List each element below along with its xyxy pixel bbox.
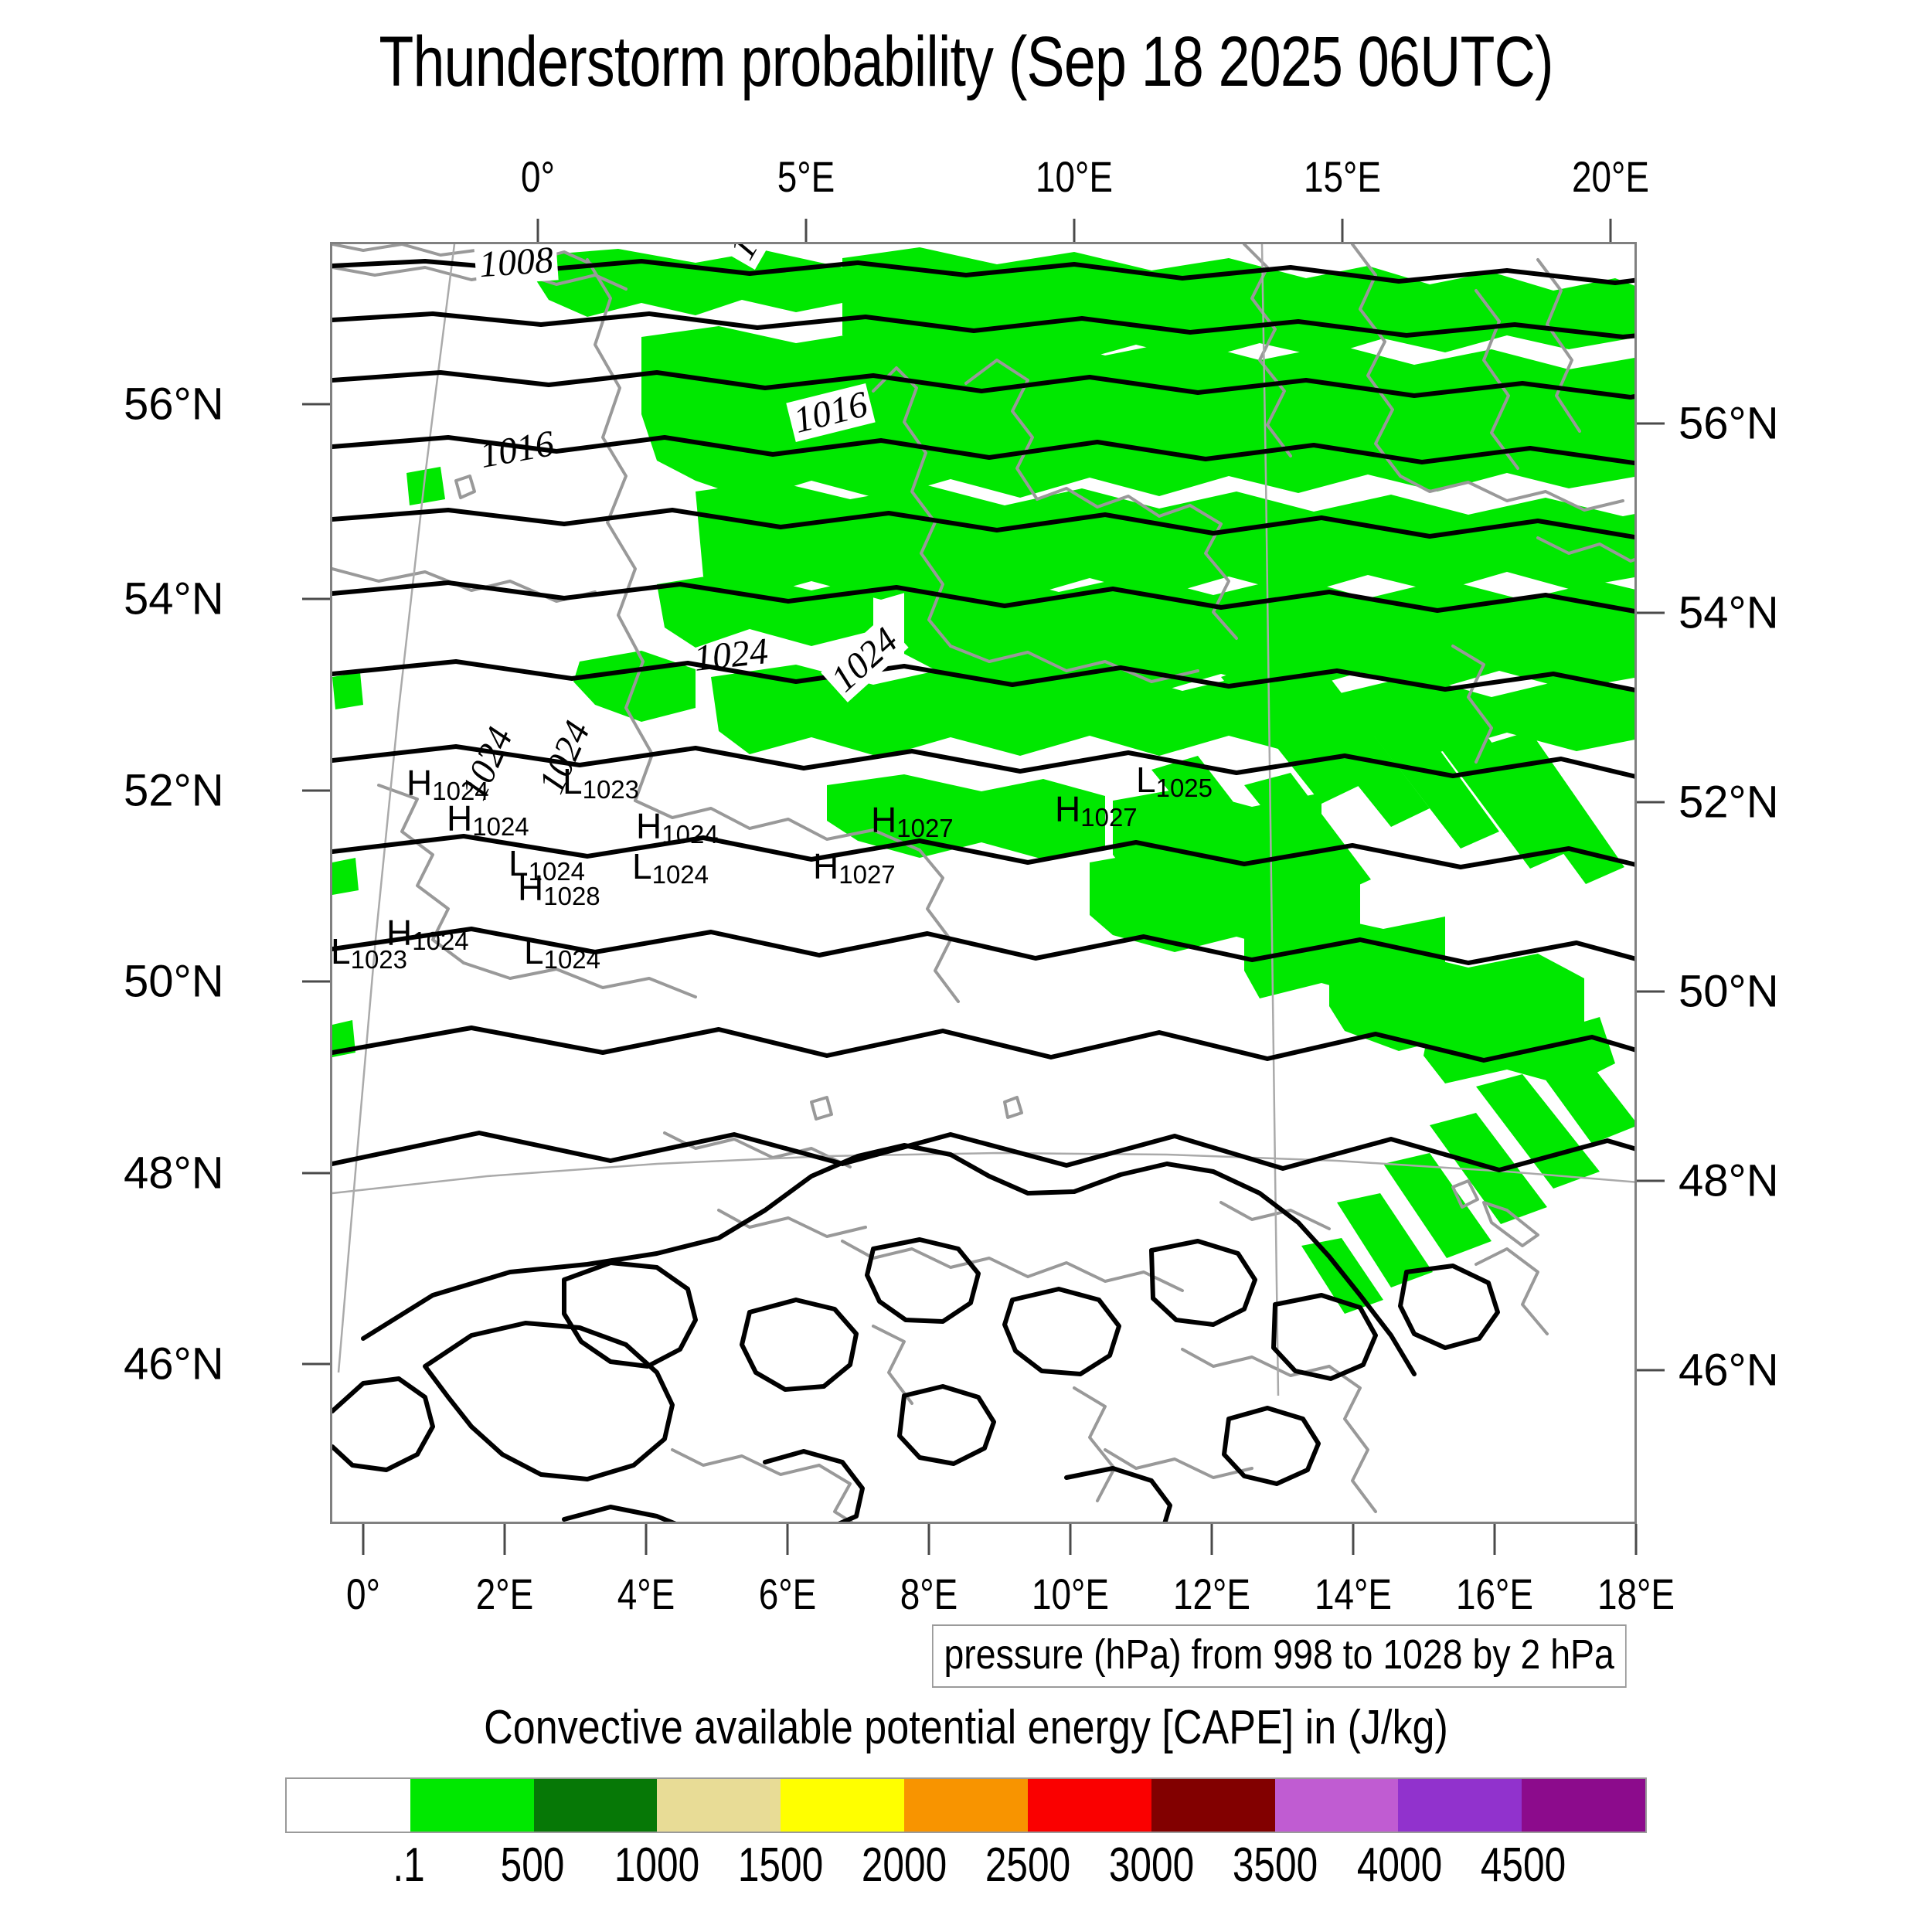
right-axis-tick-label: 52°N [1679,777,1779,828]
colorbar-cell[interactable] [657,1779,781,1832]
colorbar-cell[interactable] [1151,1779,1275,1832]
pressure-center-type: H [636,806,662,846]
bottom-axis-tick-label: 18°E [1597,1570,1675,1618]
left-axis-tick-label: 48°N [124,1148,224,1199]
colorbar-cell[interactable] [1522,1779,1645,1832]
right-axis-tick-label: 48°N [1679,1155,1779,1206]
colorbar[interactable]: .1 500 1000 1500 2000 2500 3000 3500 4000 4500 [285,1777,1647,1892]
pressure-center-label: L1023 [563,764,639,802]
pressure-center-label: H1027 [1055,791,1138,830]
pressure-center-value: 1023 [582,775,640,804]
bottom-axis-tick-label: 8°E [900,1570,958,1618]
colorbar-cell[interactable] [781,1779,905,1832]
pressure-center-label: H1024 [406,765,489,804]
top-axis-tick-label: 20°E [1571,152,1650,201]
pressure-center-type: L [524,931,544,971]
pressure-center-label: H1024 [636,808,719,847]
colorbar-tick-label: 2500 [985,1838,1071,1892]
pressure-center-value: 1024 [662,820,719,849]
colorbar-tick-label: 4500 [1480,1838,1566,1892]
colorbar-cell[interactable] [1274,1779,1399,1832]
pressure-center-type: H [518,868,544,908]
pressure-center-value: 1024 [412,927,469,955]
right-axis-tick-label: 56°N [1679,398,1779,449]
colorbar-strip[interactable] [285,1777,1647,1833]
bottom-axis-tick-label: 16°E [1455,1570,1534,1618]
colorbar-tick-label: 1000 [614,1838,699,1892]
pressure-center-label: L1024 [509,845,585,884]
colorbar-cell[interactable] [1027,1779,1151,1832]
right-axis-tick-label: 50°N [1679,966,1779,1017]
colorbar-cell[interactable] [410,1779,534,1832]
top-axis-tick-label: 10°E [1035,152,1114,201]
pressure-center-value: 1024 [472,812,529,841]
pressure-center-label: L1024 [632,849,709,887]
pressure-center-label: H1024 [386,915,469,954]
pressure-note: pressure (hPa) from 998 to 1028 by 2 hPa [932,1624,1627,1688]
left-axis-tick-label: 56°N [124,379,224,430]
page-title: Thunderstorm probability (Sep 18 2025 06… [379,22,1553,101]
pressure-center-type: L [632,846,652,886]
pressure-center-type: L [331,931,351,971]
pressure-center-type: H [386,913,413,953]
pressure-center-value: 1023 [350,945,408,974]
pressure-center-type: H [871,800,897,840]
colorbar-tick-label: 2000 [861,1838,947,1892]
bottom-axis-tick-label: 14°E [1314,1570,1393,1618]
pressure-center-value: 1027 [896,814,954,842]
right-axis-tick-label: 46°N [1679,1345,1779,1396]
pressure-center-label: H1027 [813,849,896,887]
pressure-center-value: 1024 [528,857,586,886]
bottom-axis-tick-label: 0° [346,1570,380,1618]
bottom-axis-tick-label: 12°E [1172,1570,1251,1618]
colorbar-cell[interactable] [1398,1779,1522,1832]
colorbar-tick-label: .1 [393,1838,425,1892]
pressure-center-label: H1027 [871,802,954,841]
coastline-layer [332,244,1634,1522]
colorbar-tick-label: 3000 [1109,1838,1195,1892]
pressure-center-value: 1028 [543,882,600,910]
colorbar-tick-label: 1500 [737,1838,823,1892]
pressure-center-value: 1027 [1080,803,1138,832]
colorbar-cell[interactable] [533,1779,658,1832]
pressure-center-type: H [813,846,839,886]
bottom-axis-tick-label: 6°E [758,1570,817,1618]
colorbar-cell[interactable] [904,1779,1028,1832]
map-panel[interactable]: 1008 1008 1016 1016 1024 1024 1024 1024 … [330,242,1637,1524]
left-axis-tick-label: 54°N [124,573,224,624]
left-axis-tick-label: 46°N [124,1338,224,1389]
pressure-center-type: H [406,763,433,803]
pressure-center-label: L1024 [524,934,600,972]
pressure-center-label: L1023 [331,931,408,974]
pressure-center-label: H1024 [447,801,529,839]
pressure-center-label: H1028 [518,870,600,909]
pressure-center-type: H [447,798,473,838]
pressure-center-value: 1024 [543,945,601,974]
colorbar-cell[interactable] [287,1779,410,1832]
top-axis-tick-label: 5°E [777,152,835,201]
colorbar-caption: Convective available potential energy [C… [484,1701,1448,1754]
colorbar-tick-label: 3500 [1233,1838,1318,1892]
pressure-center-value: 1024 [651,860,709,889]
pressure-center-type: L [563,761,583,801]
right-axis-tick-label: 54°N [1679,587,1779,638]
colorbar-tick-label: 4000 [1356,1838,1442,1892]
pressure-center-type: H [1055,789,1081,829]
pressure-center-value: 1025 [1155,774,1213,802]
pressure-center-type: L [509,843,529,883]
top-axis-tick-label: 15°E [1303,152,1382,201]
bottom-axis-tick-label: 10°E [1031,1570,1110,1618]
colorbar-tick-labels: .1 500 1000 1500 2000 2500 3000 3500 4000 4500 [285,1838,1647,1900]
pressure-center-value: 1024 [432,777,489,805]
bottom-axis-tick-label: 4°E [617,1570,675,1618]
pressure-center-label: L1025 [1136,762,1213,801]
bottom-axis-tick-label: 2°E [475,1570,534,1618]
pressure-center-type: L [1136,760,1156,800]
top-axis-tick-label: 0° [521,152,555,201]
left-axis-tick-label: 50°N [124,956,224,1007]
left-axis-tick-label: 52°N [124,765,224,816]
pressure-center-value: 1027 [838,860,896,889]
colorbar-tick-label: 500 [500,1838,565,1892]
